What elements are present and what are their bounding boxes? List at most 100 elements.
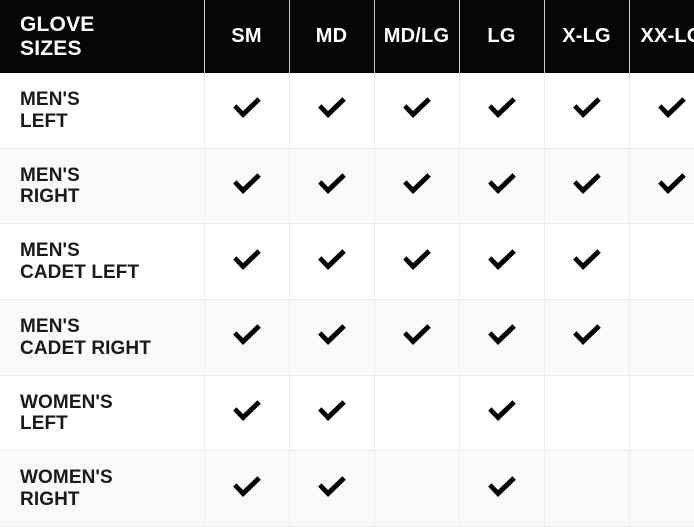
empty-cell xyxy=(671,492,672,493)
row-label-line1: MEN'S xyxy=(20,240,80,262)
availability-cell-sm xyxy=(204,73,289,149)
availability-cell-mdlg xyxy=(374,375,459,452)
check-icon xyxy=(230,247,264,273)
row-label-line1: MEN'S xyxy=(20,316,80,338)
check-icon xyxy=(230,171,264,197)
corner-header-line1: GLOVE xyxy=(20,12,95,36)
availability-cell-mdlg xyxy=(374,148,459,225)
corner-header-line2: SIZES xyxy=(20,36,82,60)
availability-cell-mdlg xyxy=(374,299,459,376)
availability-cell-xxlg xyxy=(629,299,694,376)
check-icon xyxy=(230,322,264,348)
check-icon xyxy=(400,322,434,348)
check-icon xyxy=(315,474,349,500)
availability-cell-md xyxy=(289,451,374,527)
availability-cell-xxlg xyxy=(629,375,694,452)
availability-cell-mdlg xyxy=(374,73,459,149)
availability-cell-xxlg xyxy=(629,451,694,527)
header-row: GLOVE SIZES SM MD MD/LG LG X-LG XX-LG xyxy=(0,0,694,73)
availability-cell-sm xyxy=(204,299,289,376)
availability-cell-sm xyxy=(204,148,289,225)
empty-cell xyxy=(586,492,587,493)
column-header-md: MD xyxy=(289,0,374,73)
table-row: WOMEN'S RIGHT xyxy=(0,451,694,527)
check-icon xyxy=(570,95,604,121)
column-header-sm: SM xyxy=(204,0,289,73)
availability-cell-lg xyxy=(459,224,544,300)
availability-cell-xlg xyxy=(544,224,629,300)
availability-cell-md xyxy=(289,148,374,225)
row-label: MEN'S CADET RIGHT xyxy=(0,299,204,376)
availability-cell-mdlg xyxy=(374,224,459,300)
corner-header-glove-sizes: GLOVE SIZES xyxy=(0,0,204,73)
check-icon xyxy=(315,95,349,121)
availability-cell-md xyxy=(289,299,374,376)
availability-cell-xlg xyxy=(544,73,629,149)
availability-cell-lg xyxy=(459,148,544,225)
row-label: WOMEN'S LEFT xyxy=(0,375,204,452)
check-icon xyxy=(230,398,264,424)
availability-cell-lg xyxy=(459,299,544,376)
column-header-xxlg: XX-LG xyxy=(629,0,694,73)
availability-cell-xxlg xyxy=(629,148,694,225)
availability-cell-md xyxy=(289,375,374,452)
empty-cell xyxy=(416,492,417,493)
check-icon xyxy=(485,322,519,348)
availability-cell-lg xyxy=(459,375,544,452)
column-header-mdlg: MD/LG xyxy=(374,0,459,73)
check-icon xyxy=(315,247,349,273)
row-label-line2: LEFT xyxy=(20,110,68,132)
empty-cell xyxy=(671,341,672,342)
row-label: WOMEN'S RIGHT xyxy=(0,451,204,527)
row-label: MEN'S CADET LEFT xyxy=(0,224,204,300)
availability-cell-xxlg xyxy=(629,224,694,300)
availability-cell-xlg xyxy=(544,299,629,376)
availability-cell-xxlg xyxy=(629,73,694,149)
check-icon xyxy=(400,95,434,121)
check-icon xyxy=(230,474,264,500)
availability-cell-sm xyxy=(204,224,289,300)
check-icon xyxy=(655,95,689,121)
check-icon xyxy=(570,247,604,273)
availability-cell-lg xyxy=(459,451,544,527)
availability-cell-xlg xyxy=(544,451,629,527)
availability-cell-xlg xyxy=(544,375,629,452)
check-icon xyxy=(485,247,519,273)
check-icon xyxy=(570,322,604,348)
check-icon xyxy=(315,322,349,348)
empty-cell xyxy=(586,416,587,417)
availability-cell-xlg xyxy=(544,148,629,225)
check-icon xyxy=(485,398,519,424)
table-row: MEN'S RIGHT xyxy=(0,148,694,225)
row-label: MEN'S RIGHT xyxy=(0,148,204,225)
column-header-xlg: X-LG xyxy=(544,0,629,73)
check-icon xyxy=(315,398,349,424)
row-label-line2: CADET RIGHT xyxy=(20,337,151,359)
table-row: MEN'S CADET RIGHT xyxy=(0,299,694,376)
empty-cell xyxy=(416,416,417,417)
row-label-line1: MEN'S xyxy=(20,164,80,186)
availability-cell-md xyxy=(289,73,374,149)
check-icon xyxy=(570,171,604,197)
check-icon xyxy=(315,171,349,197)
row-label-line2: RIGHT xyxy=(20,489,80,511)
check-icon xyxy=(400,171,434,197)
check-icon xyxy=(655,171,689,197)
availability-cell-lg xyxy=(459,73,544,149)
table-row: MEN'S CADET LEFT xyxy=(0,224,694,300)
table-row: WOMEN'S LEFT xyxy=(0,375,694,452)
check-icon xyxy=(230,95,264,121)
table-row: MEN'S LEFT xyxy=(0,73,694,149)
availability-cell-sm xyxy=(204,451,289,527)
row-label: MEN'S LEFT xyxy=(0,73,204,149)
row-label-line1: WOMEN'S xyxy=(20,391,113,413)
availability-cell-sm xyxy=(204,375,289,452)
row-label-line1: WOMEN'S xyxy=(20,467,113,489)
availability-cell-md xyxy=(289,224,374,300)
empty-cell xyxy=(671,265,672,266)
row-label-line1: MEN'S xyxy=(20,89,80,111)
row-label-line2: RIGHT xyxy=(20,186,80,208)
column-header-lg: LG xyxy=(459,0,544,73)
row-label-line2: CADET LEFT xyxy=(20,262,140,284)
